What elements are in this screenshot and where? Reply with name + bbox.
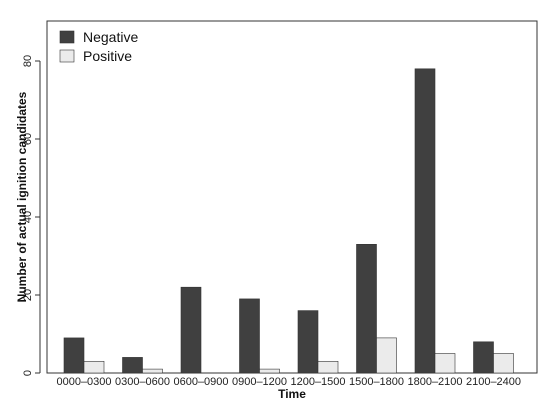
bar-negative-6 xyxy=(356,244,377,374)
x-axis: 0000–0300 0300–0600 0600–0900 0900–1200 1200… xyxy=(56,376,521,388)
x-tick-label: 1200–1500 xyxy=(290,376,345,388)
y-tick-label: 0 xyxy=(22,370,34,376)
bar-negative-2 xyxy=(122,357,143,374)
x-tick-label: 0600–0900 xyxy=(173,376,228,388)
bar-negative-5 xyxy=(297,310,319,374)
y-axis: 0 20 40 60 80 xyxy=(22,55,41,376)
y-tick-label: 20 xyxy=(22,289,34,301)
x-tick-label: 2100–2400 xyxy=(466,376,521,388)
x-tick-label: 0000–0300 xyxy=(56,376,111,388)
x-tick-label: 1800–2100 xyxy=(407,376,462,388)
bar-negative-8 xyxy=(473,341,494,374)
bar-negative-4 xyxy=(239,298,260,374)
bars xyxy=(63,68,514,374)
bar-positive-8 xyxy=(493,353,514,374)
bar-positive-7 xyxy=(434,353,456,374)
bar-positive-2 xyxy=(142,368,163,374)
y-tick-label: 40 xyxy=(22,211,34,223)
legend: Negative Positive xyxy=(59,29,138,64)
x-tick-label: 0300–0600 xyxy=(115,376,170,388)
x-tick-label: 0900–1200 xyxy=(232,376,287,388)
legend-swatch-positive xyxy=(59,49,75,63)
bar-negative-7 xyxy=(414,68,436,374)
y-tick-label: 60 xyxy=(22,133,34,145)
bar-positive-5 xyxy=(317,360,339,374)
bar-positive-4 xyxy=(259,368,280,374)
legend-label-positive: Positive xyxy=(83,48,132,64)
bar-positive-1 xyxy=(83,360,105,374)
y-axis-title: Number of actual ignition candidates xyxy=(15,91,29,302)
legend-swatch-negative xyxy=(59,30,75,44)
bar-positive-6 xyxy=(376,337,397,374)
legend-label-negative: Negative xyxy=(83,29,138,45)
bar-negative-3 xyxy=(180,286,202,374)
x-axis-title: Time xyxy=(278,387,306,401)
y-tick-label: 80 xyxy=(22,55,34,67)
bar-negative-1 xyxy=(63,337,85,374)
plot-frame xyxy=(46,20,538,374)
x-tick-label: 1500–1800 xyxy=(349,376,404,388)
